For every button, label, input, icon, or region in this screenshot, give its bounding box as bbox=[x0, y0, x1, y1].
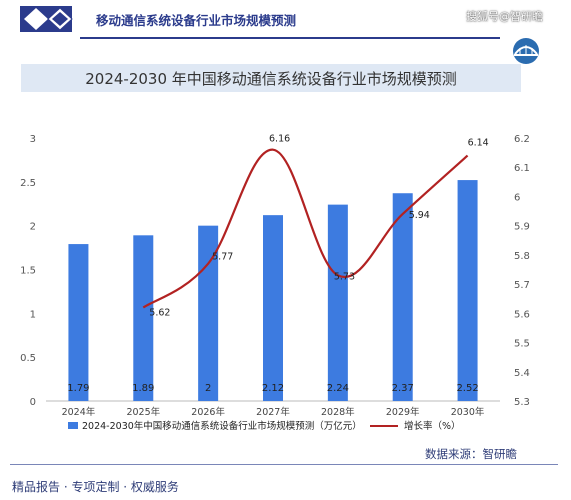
y-right-tick-label: 6 bbox=[514, 192, 520, 203]
bar-value-label: 2.52 bbox=[456, 383, 478, 394]
bar bbox=[392, 193, 413, 401]
legend-line-label: 增长率（%） bbox=[404, 420, 461, 432]
bar-value-label: 2.37 bbox=[392, 383, 414, 394]
header-divider bbox=[80, 37, 500, 39]
bar bbox=[263, 215, 283, 401]
bar-value-label: 1.79 bbox=[67, 383, 89, 394]
y-right-tick-label: 5.3 bbox=[514, 397, 530, 408]
bar-value-label: 2.12 bbox=[262, 383, 284, 394]
page-header: 移动通信系统设备行业市场规模预测 搜狐号@智研瞻 bbox=[0, 0, 571, 64]
y-left-tick-label: 0.5 bbox=[20, 353, 36, 364]
legend-bar-swatch bbox=[68, 422, 78, 429]
x-tick-label: 2029年 bbox=[386, 406, 420, 418]
y-right-tick-label: 5.6 bbox=[514, 309, 530, 320]
x-tick-label: 2024年 bbox=[62, 406, 96, 418]
chart-title-band: 2024-2030 年中国移动通信系统设备行业市场规模预测 bbox=[18, 64, 521, 92]
data-source: 数据来源：智研瞻 bbox=[425, 447, 517, 461]
y-left-tick-label: 1.5 bbox=[20, 266, 36, 277]
bar-value-label: 2 bbox=[205, 383, 211, 394]
bridge-logo-icon bbox=[513, 38, 539, 64]
bar bbox=[68, 244, 89, 401]
y-right-tick-label: 5.9 bbox=[514, 222, 530, 233]
growth-value-label: 5.73 bbox=[334, 271, 355, 282]
y-left-tick-label: 3 bbox=[30, 134, 36, 145]
y-right-tick-label: 5.8 bbox=[514, 251, 530, 262]
watermark-text: 搜狐号@智研瞻 bbox=[466, 10, 543, 23]
y-left-tick-label: 2 bbox=[30, 222, 36, 233]
growth-rate-line bbox=[142, 148, 469, 309]
x-tick-label: 2027年 bbox=[256, 406, 290, 418]
header-title: 移动通信系统设备行业市场规模预测 bbox=[96, 13, 297, 28]
y-right-tick-label: 6.2 bbox=[514, 134, 530, 145]
x-tick-label: 2026年 bbox=[191, 406, 225, 418]
y-right-tick-label: 5.4 bbox=[514, 368, 530, 379]
x-tick-label: 2028年 bbox=[321, 406, 355, 418]
footer-divider bbox=[10, 464, 558, 465]
growth-value-label: 5.94 bbox=[409, 210, 430, 221]
footer-tagline: 精品报告 · 专项定制 · 权威服务 bbox=[12, 480, 179, 494]
y-left-tick-label: 2.5 bbox=[20, 178, 36, 189]
x-tick-label: 2025年 bbox=[126, 406, 160, 418]
growth-value-label: 6.16 bbox=[269, 134, 290, 145]
bar-value-label: 2.24 bbox=[327, 383, 349, 394]
bar bbox=[133, 235, 154, 401]
y-left-tick-label: 1 bbox=[30, 309, 36, 320]
y-right-tick-label: 6.1 bbox=[514, 163, 530, 174]
growth-value-label: 5.77 bbox=[212, 252, 233, 263]
legend-bar-label: 2024-2030年中国移动通信系统设备行业市场规模预测（万亿元） bbox=[82, 420, 362, 432]
x-tick-label: 2030年 bbox=[451, 406, 485, 418]
growth-value-label: 5.62 bbox=[149, 307, 170, 318]
brand-logo-icon bbox=[20, 6, 73, 32]
bar bbox=[457, 180, 478, 401]
bar-value-label: 1.89 bbox=[132, 383, 154, 394]
chart-title: 2024-2030 年中国移动通信系统设备行业市场规模预测 bbox=[85, 70, 457, 88]
y-right-tick-label: 5.5 bbox=[514, 339, 530, 350]
y-left-tick-label: 0 bbox=[30, 397, 36, 408]
y-right-tick-label: 5.7 bbox=[514, 280, 530, 291]
combo-chart: 0 0.5 1 1.5 2 2.5 3 5.3 5.4 5.5 5.6 5.7 5.8 5.9 6 6.1 6.… bbox=[20, 134, 530, 432]
bar bbox=[327, 204, 348, 401]
growth-value-label: 6.14 bbox=[468, 138, 489, 149]
